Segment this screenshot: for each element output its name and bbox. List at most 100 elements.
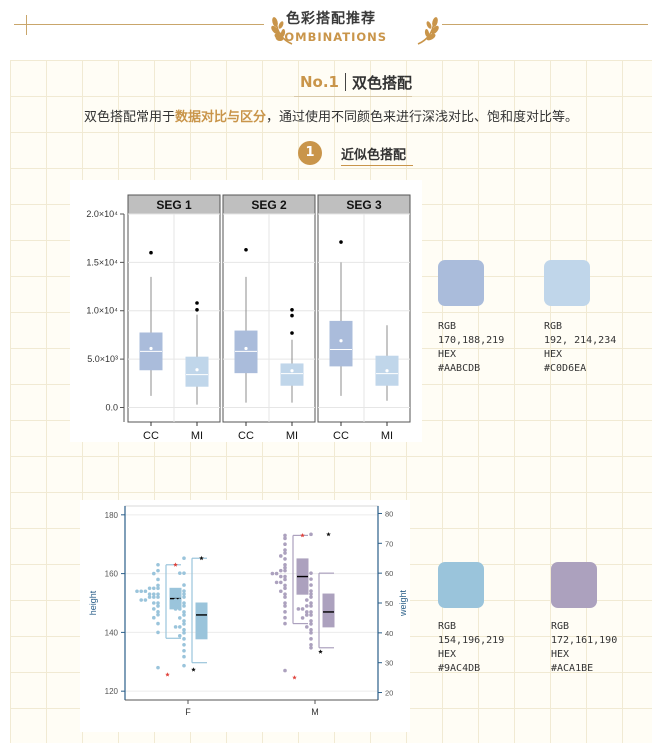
mean-point (290, 369, 294, 373)
section-intro: 双色搭配常用于数据对比与区分，通过使用不同颜色来进行深浅对比、饱和度对比等。 (0, 106, 662, 125)
data-dot (305, 625, 309, 629)
data-dot (300, 607, 305, 611)
data-dot (309, 571, 313, 575)
data-dot (283, 551, 287, 555)
swatch-3-rgb-label: RGB (438, 621, 457, 632)
box (280, 363, 304, 386)
data-dot (283, 592, 287, 596)
data-dot (182, 595, 186, 599)
swatch-3-hex-label: HEX (438, 649, 457, 660)
data-dot (173, 607, 178, 611)
extreme-star (292, 675, 297, 680)
data-dot (309, 637, 313, 641)
data-dot (283, 586, 287, 591)
y2-tick-label: 60 (385, 569, 393, 578)
boxplot-chart: SEG 1 CC MI SEG 2 CC MI SEG 3 CC MI 0.0 5.0×10³ 1.0… (86, 194, 411, 442)
outlier-point (290, 307, 294, 312)
x-tick-label: MI (191, 430, 203, 442)
data-dot (152, 601, 156, 605)
data-dot (156, 595, 160, 599)
data-dot (309, 610, 313, 614)
data-dot (182, 622, 186, 626)
swatch-3-info: RGB 154,196,219 HEX #9AC4DB (438, 620, 504, 676)
box (322, 593, 335, 628)
data-dot (274, 571, 279, 576)
data-dot (283, 595, 287, 599)
data-dot (156, 612, 160, 617)
data-dot (270, 571, 275, 576)
data-dot (309, 604, 313, 608)
extreme-star (326, 532, 331, 537)
data-dot (152, 607, 156, 611)
y-tick-label: 180 (105, 511, 119, 520)
extreme-star (199, 555, 204, 561)
y-tick-label: 1.0×10⁴ (86, 306, 118, 316)
y2-tick-label: 50 (385, 599, 393, 608)
section-title: 双色搭配 (352, 73, 413, 92)
laurel-left-icon (271, 17, 293, 45)
data-dot (147, 592, 152, 596)
box-dot-chart: 120 140 160 180 height 20 30 40 50 60 70 80 weight F M (88, 505, 408, 717)
data-dot (152, 586, 156, 591)
data-dot (182, 556, 186, 561)
subsection-title: 近似色搭配 (341, 148, 407, 163)
data-dot (152, 592, 156, 596)
data-dot (178, 598, 182, 602)
data-dot (309, 631, 313, 635)
x-tick-label: CC (333, 430, 349, 442)
outlier-point (195, 301, 199, 305)
swatch-3-rgb: 154,196,219 (438, 635, 505, 646)
facet-label: SEG 3 (346, 198, 382, 212)
data-dot (274, 580, 279, 585)
data-dot (156, 562, 160, 567)
data-dot (309, 601, 313, 605)
swatch-1-rgb-label: RGB (438, 321, 457, 332)
data-dot (309, 583, 313, 587)
header-rule-right (442, 24, 648, 25)
data-dot (309, 613, 313, 617)
data-dot (309, 642, 313, 647)
swatch-1-rgb: 170,188,219 (438, 335, 505, 346)
mean-point (244, 346, 248, 351)
x-tick-label: M (311, 707, 319, 717)
data-dot (139, 589, 143, 594)
data-dot (283, 615, 287, 620)
data-dot (182, 631, 186, 635)
outlier-point (290, 331, 294, 335)
data-dot (279, 568, 283, 573)
data-dot (156, 630, 160, 635)
mean-point (195, 368, 199, 372)
data-dot (152, 571, 156, 576)
data-dot (305, 598, 309, 602)
intro-text-after: ，通过使用不同颜色来进行深浅对比、饱和度对比等。 (266, 110, 579, 125)
box (329, 320, 353, 367)
data-dot (300, 616, 305, 620)
data-dot (182, 663, 186, 668)
y-tick-label: 140 (105, 628, 119, 637)
data-dot (147, 586, 152, 591)
swatch-2-rgb-label: RGB (544, 321, 563, 332)
header-rule-tick (26, 15, 27, 35)
data-dot (182, 601, 186, 605)
x-tick-label: MI (286, 430, 298, 442)
swatch-4-rgb: 172,161,190 (551, 635, 618, 646)
data-dot (178, 589, 182, 593)
data-dot (283, 604, 287, 608)
y-axis-label: height (88, 590, 98, 615)
swatch-4-hex-label: HEX (551, 649, 570, 660)
data-dot (182, 613, 186, 617)
data-dot (283, 568, 287, 573)
outlier-point (195, 307, 199, 312)
data-dot (309, 589, 313, 593)
data-dot (283, 565, 287, 570)
section-underline (294, 96, 412, 97)
data-dot (305, 613, 309, 617)
swatch-2-info: RGB 192, 214,234 HEX #C0D6EA (544, 320, 616, 376)
data-dot (283, 542, 287, 547)
extreme-star (191, 667, 196, 672)
data-dot (283, 668, 287, 673)
subsection-number-badge: 1 (298, 141, 322, 165)
swatch-2-hex-label: HEX (544, 349, 563, 360)
extreme-star (300, 533, 305, 538)
data-dot (283, 621, 287, 626)
